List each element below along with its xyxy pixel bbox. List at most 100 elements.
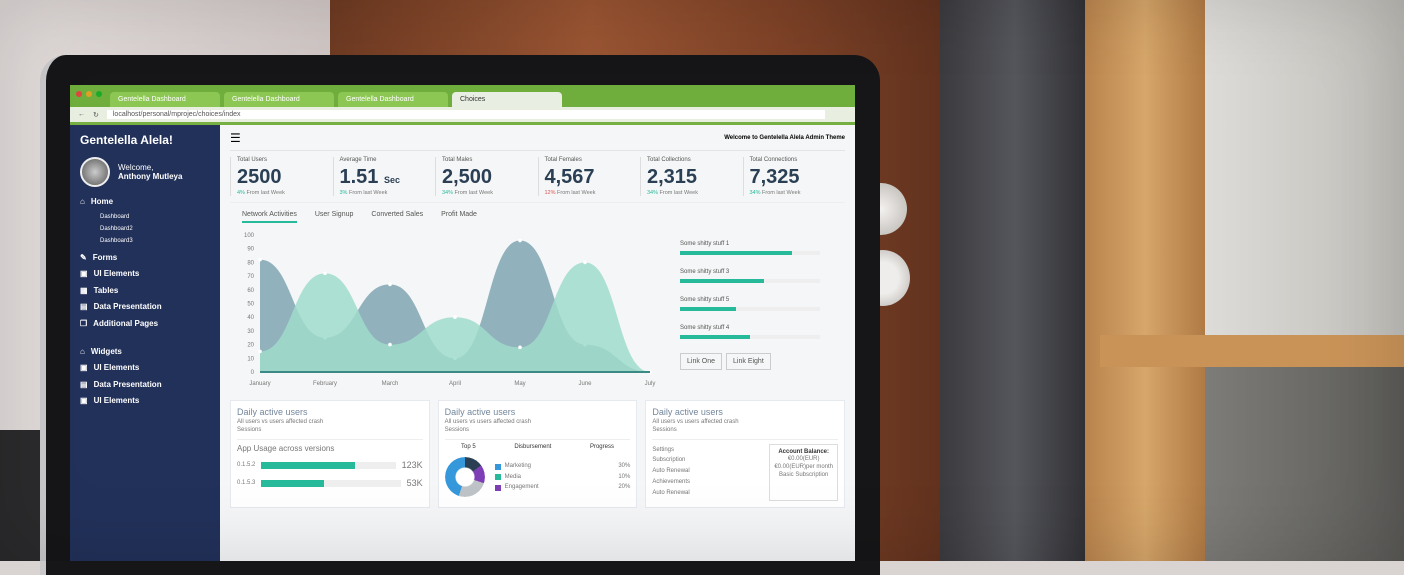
progress-label: Some shitty stuff 3 [680,269,730,276]
y-tick-label: 70 [247,274,254,280]
home-icon: ⌂ [80,346,85,356]
chart-tabs: Network Activities User Signup Converted S… [230,203,845,227]
back-icon[interactable]: ← [78,111,85,118]
browser-tab-active[interactable]: Choices [452,92,562,107]
data-point[interactable] [258,350,262,354]
sidebar-item-label: Tables [93,285,119,295]
chart-tab[interactable]: User Signup [314,211,354,219]
stat-label: Total Females [544,157,582,163]
address-bar: ← ↻ localhost/personal/mprojec/choices/ind… [70,107,855,125]
data-point[interactable] [518,239,522,243]
link-button[interactable]: Link Eight [726,353,771,371]
sidebar-item-additional-pages[interactable]: ❐ Additional Pages [80,319,210,329]
sidebar-item-label: UI Elements [93,269,140,279]
data-point[interactable] [518,345,522,350]
x-tick-label: January [249,381,270,387]
legend-item: Media 10% [494,474,630,482]
chart-tab[interactable]: Profit Made [441,211,477,219]
sidebar-item-ui-elements[interactable]: ▣ UI Elements [80,363,210,373]
chart-tab[interactable]: Network Activities [242,211,297,224]
desktop-icon: ▣ [80,363,88,373]
table-icon: ▦ [80,285,88,295]
progress-track [680,279,820,284]
data-point[interactable] [388,343,392,347]
stat-change: 3% From last Week [339,189,388,196]
stat-card: Total Females 4,567 12% From last Week [537,157,641,197]
sidebar-subitem[interactable]: Dashboard3 [100,238,133,245]
menu-item[interactable]: Auto Renewal [652,489,690,496]
panel-note: All users vs users affected crash [237,419,324,426]
sidebar-item-widgets[interactable]: ⌂ Widgets [80,347,210,357]
stat-label: Total Collections [647,157,691,163]
browser-tab[interactable]: Gentelella Dashboard [224,92,334,107]
progress-label: Some shitty stuff 4 [680,325,730,332]
link-button[interactable]: Link One [680,353,723,371]
panel-account: Daily active users All users vs users aff… [645,400,846,508]
panel-subtitle: Sessions [237,426,262,433]
sidebar-item-ui-elements[interactable]: ▣ UI Elements [80,269,210,279]
progress-item: Some shitty stuff 3 [680,269,820,284]
background-room [1205,0,1404,335]
window-controls[interactable] [76,91,102,97]
sidebar-subitem[interactable]: Dashboard2 [100,226,133,233]
stat-value: 4,567 [544,165,595,188]
sidebar-item-home[interactable]: ⌂ Home [80,197,210,207]
sidebar-item-label: Additional Pages [93,318,159,328]
sidebar-subitem[interactable]: Dashboard [100,213,130,220]
progress-label: Some shitty stuff 1 [680,241,730,248]
sidebar-item-label: Data Presentation [93,379,162,389]
legend-item: Engagement 20% [494,484,630,492]
progress-item: Some shitty stuff 1 [680,241,820,256]
stat-value: 2,315 [647,165,698,188]
progress-track [680,307,820,312]
stat-change: 34% From last Week [749,189,801,196]
progress-item: Some shitty stuff 5 [680,297,820,312]
browser-tabs: Gentelella Dashboard Gentelella Dashboar… [70,85,855,107]
y-tick-label: 10 [247,357,254,363]
data-point[interactable] [258,258,262,262]
version-row: 0.1.5.3 53K [237,477,423,488]
sidebar-item-forms[interactable]: ✎ Forms [80,253,210,263]
progress-track [680,251,820,256]
chart-tab[interactable]: Converted Sales [371,211,424,219]
table-header: Top 5 Disbursement Progress [460,443,614,450]
chart-icon: ▤ [80,379,88,389]
browser-tab[interactable]: Gentelella Dashboard [110,92,220,107]
data-point[interactable] [388,282,392,287]
stat-change: 34% From last Week [442,189,493,196]
browser-tab[interactable]: Gentelella Dashboard [338,92,448,107]
url-input[interactable]: localhost/personal/mprojec/choices/index [106,110,825,119]
menu-item[interactable]: Achievements [652,479,691,486]
panel-title: Daily active users [444,407,516,418]
data-point[interactable] [453,315,457,320]
sidebar: Gentelella Alela! Welcome, Anthony Mutley… [70,125,220,561]
progress-fill [680,279,764,284]
progress-track [680,335,820,340]
menu-toggle-icon[interactable]: ☰ [230,130,241,145]
y-tick-label: 0 [251,370,255,376]
main-content: ☰ Welcome to Gentelella Alela Admin Theme… [220,125,855,561]
sidebar-item-data-presentation[interactable]: ▤ Data Presentation [80,380,210,390]
sidebar-item-label: UI Elements [93,363,140,373]
menu-item[interactable]: Settings [652,446,675,453]
data-point[interactable] [323,271,327,276]
panel-title: Daily active users [652,407,723,418]
menu-item[interactable]: Auto Renewal [652,468,690,475]
sidebar-item-data-presentation[interactable]: ▤ Data Presentation [80,302,210,312]
progress-item: Some shitty stuff 4 [680,325,820,340]
reload-icon[interactable]: ↻ [93,111,99,119]
panel-subtitle: Sessions [444,426,470,433]
sidebar-item-tables[interactable]: ▦ Tables [80,286,210,296]
brand[interactable]: Gentelella Alela! [80,133,173,147]
sidebar-item-label: UI Elements [93,396,140,406]
data-point[interactable] [583,260,587,265]
menu-item[interactable]: Subscription [652,457,686,464]
sidebar-item-ui-elements[interactable]: ▣ UI Elements [80,396,210,406]
user-name: Anthony Mutleya [118,172,183,182]
y-tick-label: 40 [247,316,254,322]
y-tick-label: 20 [247,343,254,349]
background-room-lower [1205,367,1404,561]
stat-card: Total Users 2500 4% From last Week [230,157,333,197]
stat-label: Total Males [442,157,473,163]
